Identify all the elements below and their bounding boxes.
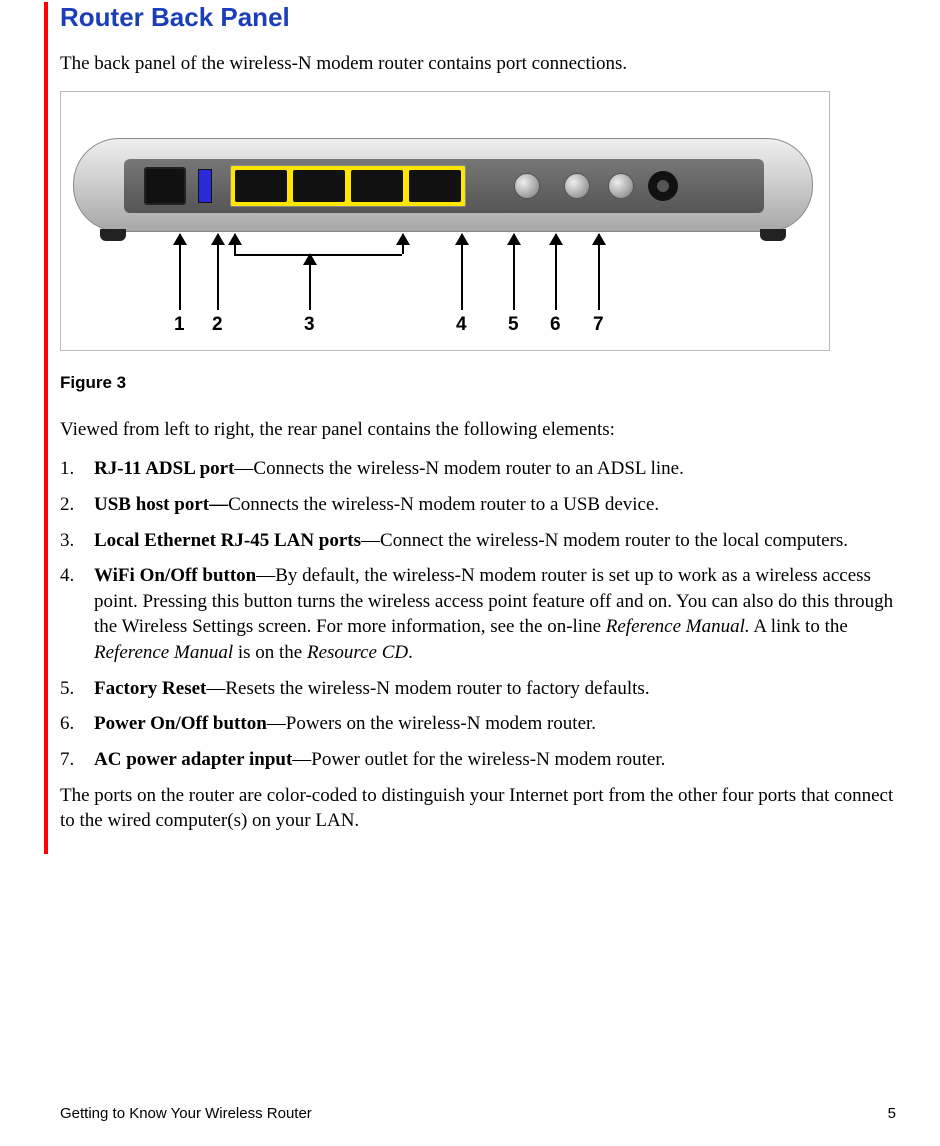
- tail: .: [408, 642, 413, 663]
- list-item: AC power adapter input—Power outlet for …: [60, 747, 896, 773]
- desc: Power outlet for the wireless-N modem ro…: [311, 749, 665, 770]
- desc: Connect the wireless-N modem router to t…: [380, 530, 848, 551]
- intro-text: The back panel of the wireless-N modem r…: [60, 51, 896, 77]
- ref-manual: Reference Manual: [94, 642, 233, 663]
- ref-manual: Reference Manual.: [606, 616, 750, 637]
- term: Factory Reset: [94, 678, 206, 699]
- mid: A link to the: [750, 616, 848, 637]
- footer-title: Getting to Know Your Wireless Router: [60, 1105, 312, 1122]
- term: RJ-11 ADSL port: [94, 458, 234, 479]
- term: USB host port—: [94, 494, 228, 515]
- callout-bracket: [234, 254, 402, 256]
- list-item: WiFi On/Off button—By default, the wirel…: [60, 563, 896, 666]
- reset-button: [564, 173, 590, 199]
- term: WiFi On/Off button: [94, 565, 256, 586]
- lan-port: [409, 170, 461, 202]
- figure-caption: Figure 3: [60, 373, 896, 393]
- lan-port: [293, 170, 345, 202]
- list-item: Power On/Off button—Powers on the wirele…: [60, 711, 896, 737]
- figure-back-panel: 1 2 3 4 5 6 7: [60, 91, 830, 351]
- list-item: USB host port—Connects the wireless-N mo…: [60, 492, 896, 518]
- callout-number: 5: [508, 314, 519, 336]
- sep: —: [256, 565, 275, 586]
- sep: —: [267, 713, 286, 734]
- lead-text: Viewed from left to right, the rear pane…: [60, 417, 896, 443]
- desc: Connects the wireless-N modem router to …: [253, 458, 683, 479]
- sep: —: [292, 749, 311, 770]
- power-jack: [648, 171, 678, 201]
- list-item: RJ-11 ADSL port—Connects the wireless-N …: [60, 456, 896, 482]
- usb-port: [198, 169, 212, 203]
- term: Power On/Off button: [94, 713, 267, 734]
- callout-arrow: [402, 234, 404, 254]
- callout-number: 1: [174, 314, 185, 336]
- callout-arrow: [555, 234, 557, 310]
- lan-port: [235, 170, 287, 202]
- router-foot: [100, 229, 126, 241]
- router-illustration: [73, 138, 813, 232]
- callout-number: 3: [304, 314, 315, 336]
- desc: Connects the wireless-N modem router to …: [228, 494, 659, 515]
- callout-number: 4: [456, 314, 467, 336]
- callout-arrow: [234, 234, 236, 254]
- term: AC power adapter input: [94, 749, 292, 770]
- callout-arrow: [513, 234, 515, 310]
- lan-ports: [230, 165, 466, 207]
- callout-arrow: [217, 234, 219, 310]
- port-panel: [124, 159, 764, 213]
- wifi-button: [514, 173, 540, 199]
- power-button: [608, 173, 634, 199]
- list-item: Local Ethernet RJ-45 LAN ports—Connect t…: [60, 528, 896, 554]
- callout-connector: [309, 254, 311, 310]
- callout-arrow: [179, 234, 181, 310]
- desc: Resets the wireless-N modem router to fa…: [225, 678, 649, 699]
- callout-number: 7: [593, 314, 604, 336]
- callout-number: 2: [212, 314, 223, 336]
- adsl-port: [144, 167, 186, 205]
- sep: —: [206, 678, 225, 699]
- router-foot: [760, 229, 786, 241]
- list-item: Factory Reset—Resets the wireless-N mode…: [60, 676, 896, 702]
- page-number: 5: [888, 1105, 896, 1122]
- desc: Powers on the wireless-N modem router.: [286, 713, 596, 734]
- resource-cd: Resource CD: [307, 642, 408, 663]
- section-heading: Router Back Panel: [60, 2, 896, 33]
- callout-arrow: [461, 234, 463, 310]
- sep: —: [234, 458, 253, 479]
- term: Local Ethernet RJ-45 LAN ports: [94, 530, 361, 551]
- sep: —: [361, 530, 380, 551]
- lan-port: [351, 170, 403, 202]
- mid2: is on the: [233, 642, 307, 663]
- port-list: RJ-11 ADSL port—Connects the wireless-N …: [60, 456, 896, 772]
- page-footer: Getting to Know Your Wireless Router 5: [60, 1105, 896, 1122]
- change-bar: [44, 2, 48, 854]
- callout-arrow: [598, 234, 600, 310]
- callout-number: 6: [550, 314, 561, 336]
- closing-text: The ports on the router are color-coded …: [60, 783, 896, 834]
